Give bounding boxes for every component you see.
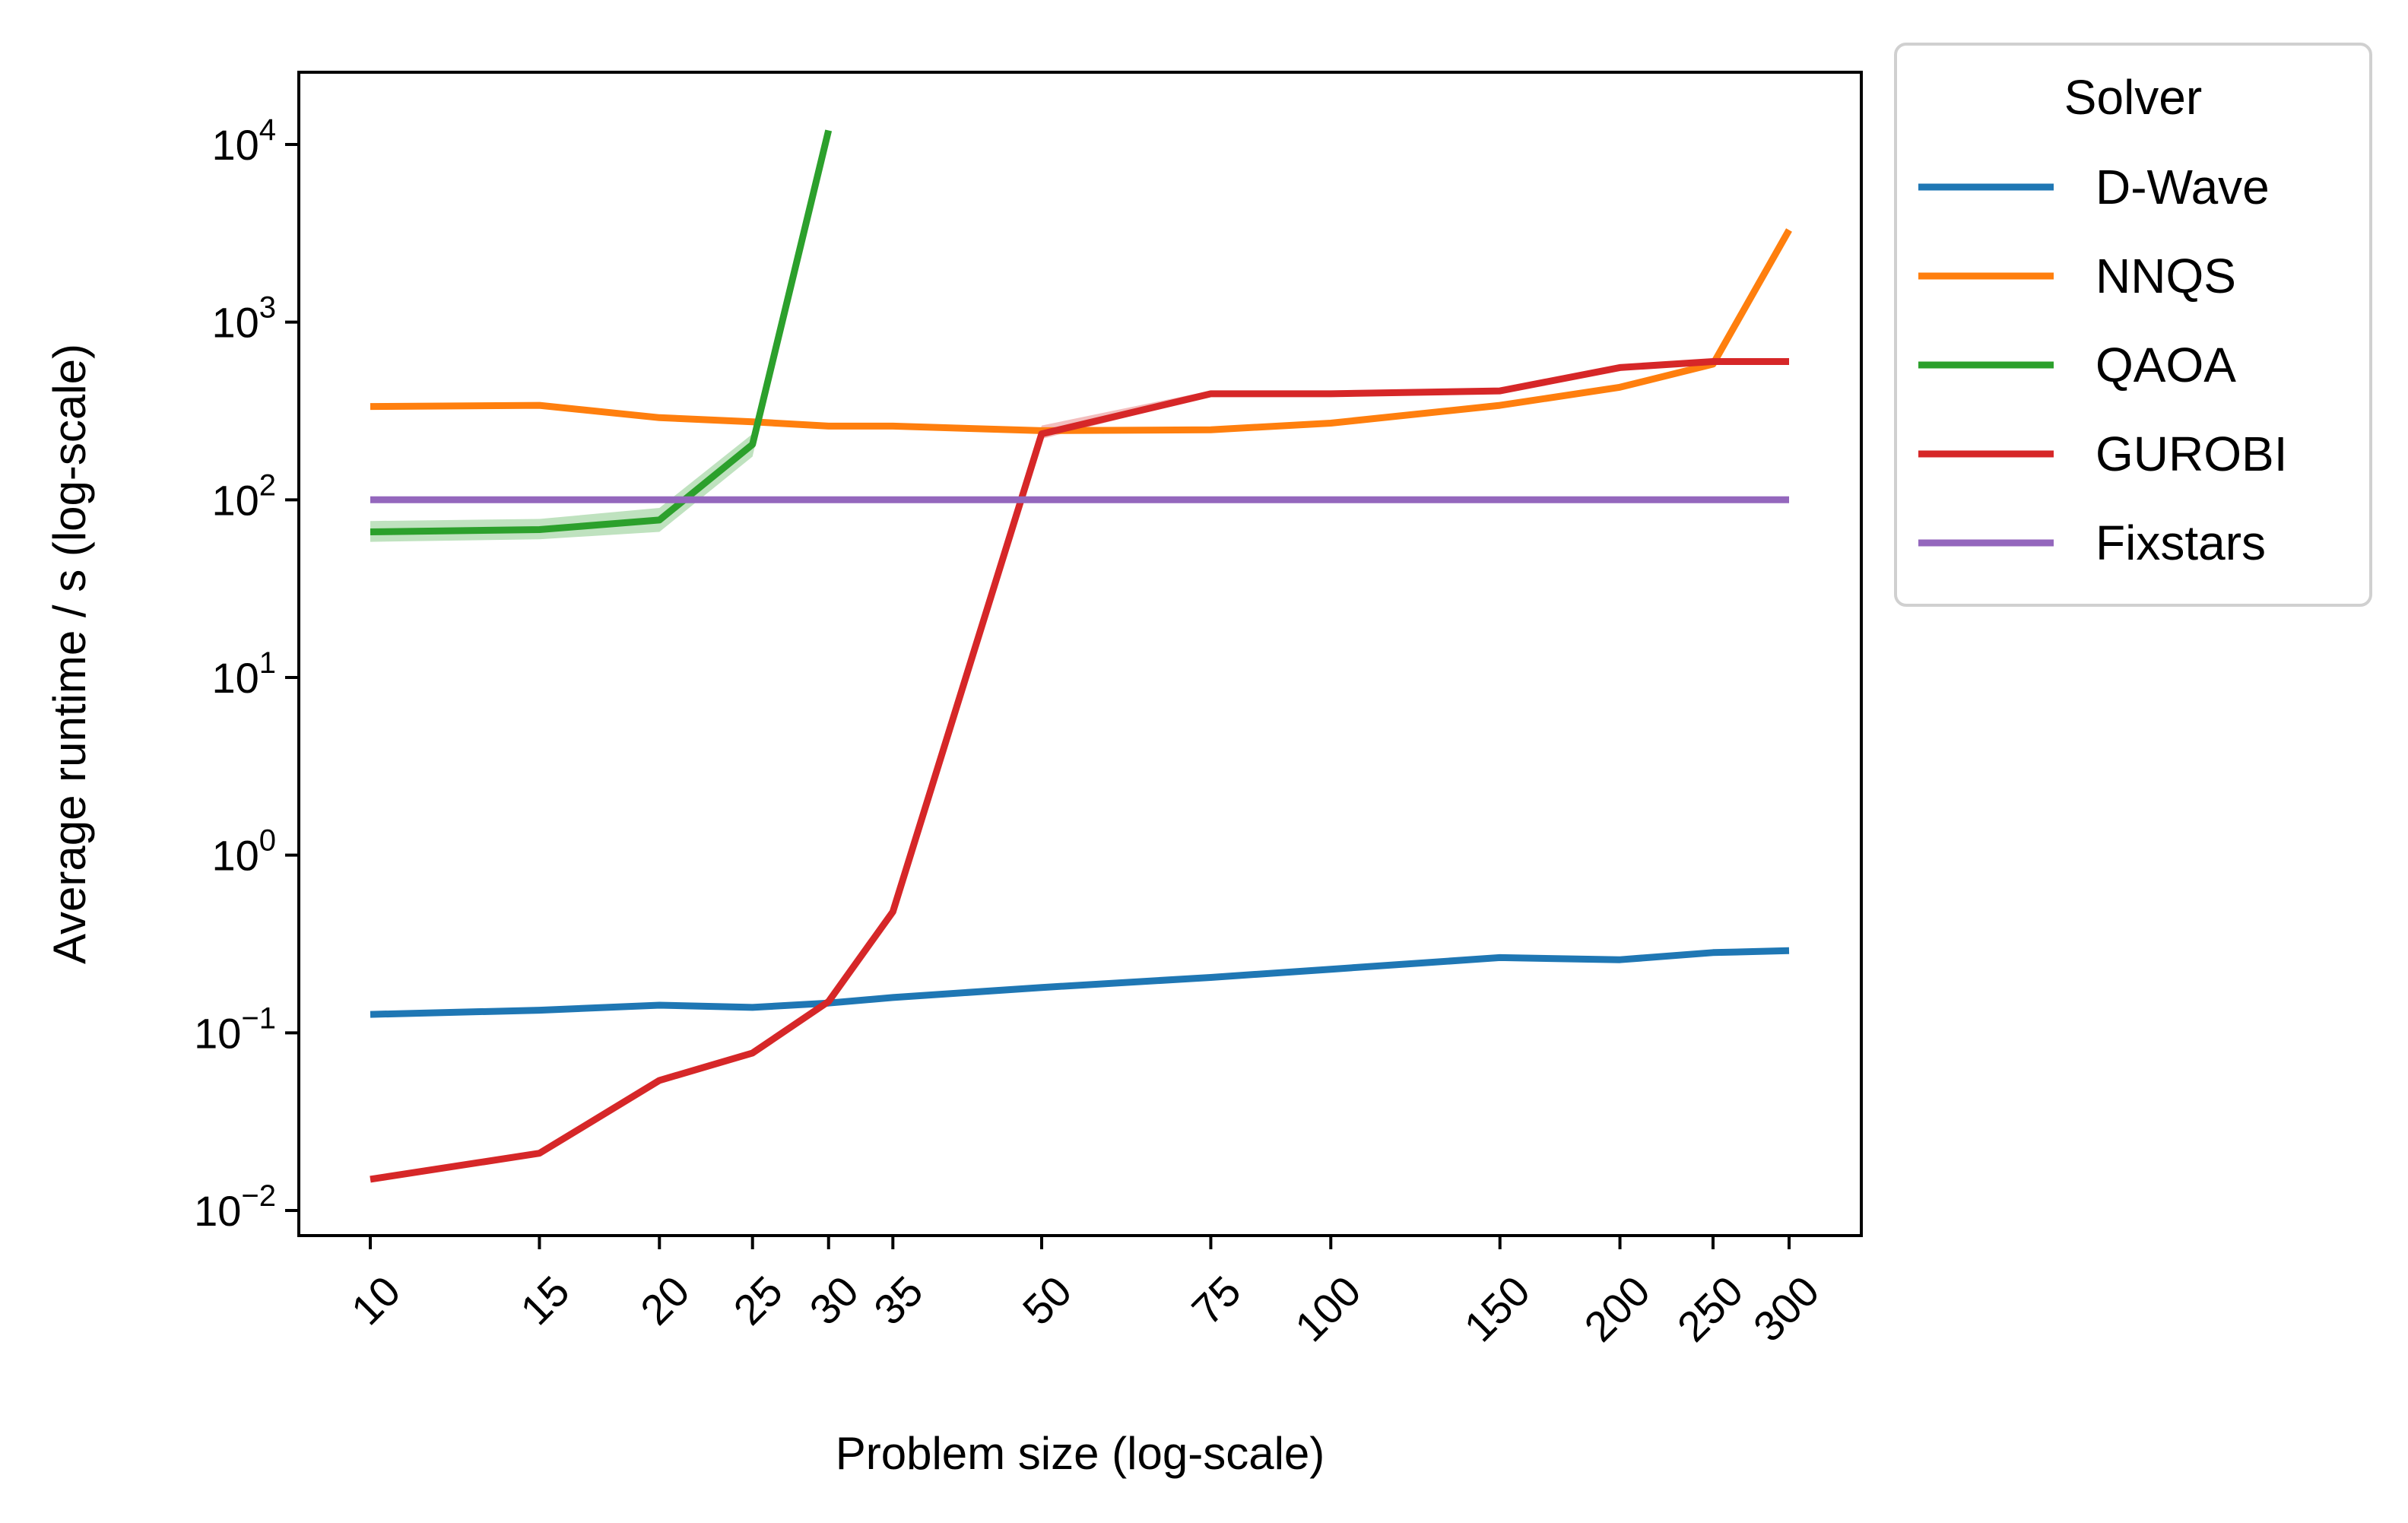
y-tick-exponent: 1 (259, 646, 276, 680)
y-tick-exponent: 3 (259, 291, 276, 325)
x-axis-title: Problem size (log-scale) (836, 1428, 1325, 1479)
x-tick-label: 75 (1182, 1267, 1250, 1334)
y-axis-title: Average runtime / s (log-scale) (44, 344, 95, 964)
y-tick-base: 10 (211, 654, 259, 702)
x-tick-label: 20 (631, 1267, 699, 1334)
x-tick-label: 300 (1744, 1267, 1829, 1351)
y-tick-label: 100 (211, 824, 276, 880)
y-tick-base: 10 (194, 1009, 241, 1057)
band-qaoa (370, 130, 829, 542)
x-tick-label: 15 (511, 1267, 579, 1334)
plot-frame (297, 71, 1863, 1237)
y-tick-label: 10−2 (194, 1179, 276, 1235)
y-tick-label: 104 (211, 113, 276, 169)
series-line-nnqs (370, 228, 1792, 434)
y-tick-base: 10 (211, 832, 259, 880)
x-tick-label: 35 (865, 1267, 932, 1334)
x-tick-label: 100 (1286, 1267, 1370, 1351)
series-line-d-wave (370, 947, 1790, 1018)
y-tick-label: 102 (211, 468, 276, 524)
series-line-gurobi (370, 358, 1789, 1183)
y-tick-exponent: 4 (259, 113, 276, 147)
y-tick-base: 10 (211, 299, 259, 347)
x-tick-label: 150 (1455, 1267, 1539, 1351)
legend: Solver D-Wave NNQS QAOA GUROBI Fixstars (1894, 43, 2372, 607)
legend-label: Fixstars (2095, 516, 2266, 570)
confidence-bands (370, 130, 1789, 1181)
x-tick-label: 250 (1668, 1267, 1753, 1351)
x-tick-label: 10 (342, 1267, 410, 1334)
y-tick-base: 10 (211, 121, 259, 169)
x-tick-label: 30 (800, 1267, 868, 1334)
legend-label: D-Wave (2095, 160, 2270, 214)
y-tick-base: 10 (211, 476, 259, 524)
x-tick-label: 25 (724, 1267, 792, 1334)
band-gurobi (370, 360, 1789, 1181)
legend-label: GUROBI (2095, 427, 2287, 481)
series-line-qaoa (370, 129, 833, 535)
y-tick-label: 101 (211, 646, 276, 702)
y-tick-label: 103 (211, 291, 276, 347)
y-tick-exponent: −2 (241, 1179, 276, 1213)
y-tick-exponent: 2 (259, 468, 276, 502)
legend-items: D-Wave NNQS QAOA GUROBI Fixstars (1918, 160, 2287, 570)
x-tick-label: 200 (1575, 1267, 1659, 1351)
y-tick-exponent: −1 (241, 1001, 276, 1035)
y-tick-base: 10 (194, 1187, 241, 1235)
y-tick-exponent: 0 (259, 824, 276, 858)
legend-label: NNQS (2095, 249, 2236, 303)
y-tick-label: 10−1 (194, 1001, 276, 1057)
x-tick-label: 50 (1014, 1267, 1081, 1334)
legend-label: QAOA (2095, 338, 2236, 392)
legend-title: Solver (2064, 70, 2202, 125)
series-lines (370, 129, 1792, 1183)
